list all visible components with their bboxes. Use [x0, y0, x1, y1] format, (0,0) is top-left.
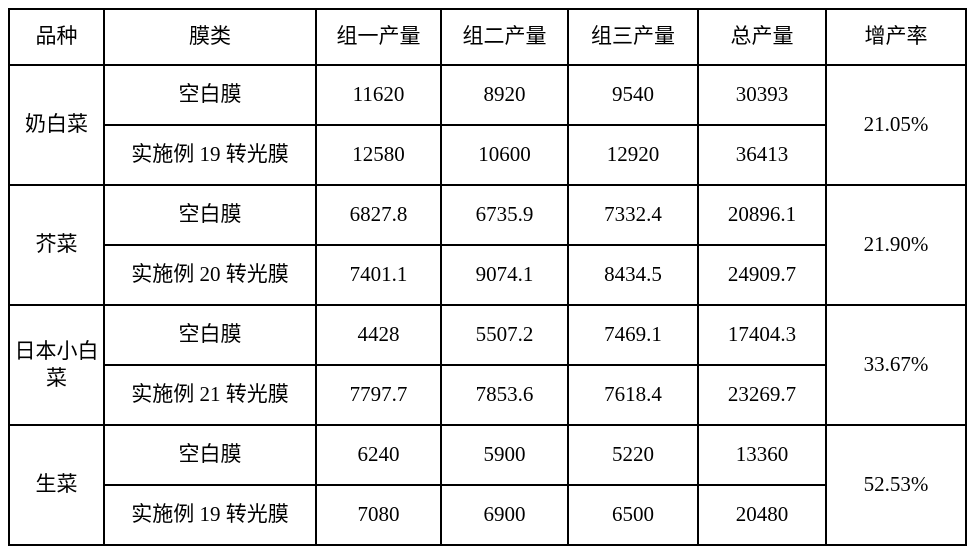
rate-cell: 52.53%	[826, 425, 966, 545]
g2-cell: 7853.6	[441, 365, 568, 425]
rate-cell: 21.90%	[826, 185, 966, 305]
g1-cell: 7080	[316, 485, 441, 545]
table-row: 实施例 20 转光膜 7401.1 9074.1 8434.5 24909.7	[9, 245, 966, 305]
g2-cell: 5507.2	[441, 305, 568, 365]
film-cell: 空白膜	[104, 305, 316, 365]
g1-cell: 6240	[316, 425, 441, 485]
table-row: 日本小白菜 空白膜 4428 5507.2 7469.1 17404.3 33.…	[9, 305, 966, 365]
g2-cell: 6900	[441, 485, 568, 545]
table-row: 实施例 19 转光膜 7080 6900 6500 20480	[9, 485, 966, 545]
header-g3: 组三产量	[568, 9, 698, 65]
g1-cell: 12580	[316, 125, 441, 185]
header-variety: 品种	[9, 9, 104, 65]
total-cell: 23269.7	[698, 365, 826, 425]
g1-cell: 6827.8	[316, 185, 441, 245]
header-g1: 组一产量	[316, 9, 441, 65]
header-g2: 组二产量	[441, 9, 568, 65]
film-cell: 空白膜	[104, 65, 316, 125]
g2-cell: 6735.9	[441, 185, 568, 245]
table-row: 生菜 空白膜 6240 5900 5220 13360 52.53%	[9, 425, 966, 485]
g2-cell: 10600	[441, 125, 568, 185]
g3-cell: 6500	[568, 485, 698, 545]
g1-cell: 4428	[316, 305, 441, 365]
total-cell: 13360	[698, 425, 826, 485]
film-cell: 实施例 19 转光膜	[104, 125, 316, 185]
g2-cell: 8920	[441, 65, 568, 125]
rate-cell: 33.67%	[826, 305, 966, 425]
g3-cell: 7469.1	[568, 305, 698, 365]
table-row: 实施例 21 转光膜 7797.7 7853.6 7618.4 23269.7	[9, 365, 966, 425]
g1-cell: 11620	[316, 65, 441, 125]
g2-cell: 5900	[441, 425, 568, 485]
film-cell: 空白膜	[104, 425, 316, 485]
g3-cell: 9540	[568, 65, 698, 125]
header-row: 品种 膜类 组一产量 组二产量 组三产量 总产量 增产率	[9, 9, 966, 65]
total-cell: 20480	[698, 485, 826, 545]
g3-cell: 12920	[568, 125, 698, 185]
g2-cell: 9074.1	[441, 245, 568, 305]
total-cell: 20896.1	[698, 185, 826, 245]
total-cell: 24909.7	[698, 245, 826, 305]
variety-cell: 日本小白菜	[9, 305, 104, 425]
film-cell: 实施例 20 转光膜	[104, 245, 316, 305]
header-total: 总产量	[698, 9, 826, 65]
rate-cell: 21.05%	[826, 65, 966, 185]
g3-cell: 8434.5	[568, 245, 698, 305]
variety-cell: 芥菜	[9, 185, 104, 305]
film-cell: 空白膜	[104, 185, 316, 245]
g1-cell: 7401.1	[316, 245, 441, 305]
g3-cell: 7332.4	[568, 185, 698, 245]
g3-cell: 5220	[568, 425, 698, 485]
header-film: 膜类	[104, 9, 316, 65]
total-cell: 30393	[698, 65, 826, 125]
total-cell: 36413	[698, 125, 826, 185]
table-row: 芥菜 空白膜 6827.8 6735.9 7332.4 20896.1 21.9…	[9, 185, 966, 245]
g3-cell: 7618.4	[568, 365, 698, 425]
table-row: 实施例 19 转光膜 12580 10600 12920 36413	[9, 125, 966, 185]
header-rate: 增产率	[826, 9, 966, 65]
film-cell: 实施例 21 转光膜	[104, 365, 316, 425]
yield-table: 品种 膜类 组一产量 组二产量 组三产量 总产量 增产率 奶白菜 空白膜 116…	[8, 8, 967, 546]
film-cell: 实施例 19 转光膜	[104, 485, 316, 545]
g1-cell: 7797.7	[316, 365, 441, 425]
variety-cell: 奶白菜	[9, 65, 104, 185]
table-row: 奶白菜 空白膜 11620 8920 9540 30393 21.05%	[9, 65, 966, 125]
variety-cell: 生菜	[9, 425, 104, 545]
total-cell: 17404.3	[698, 305, 826, 365]
